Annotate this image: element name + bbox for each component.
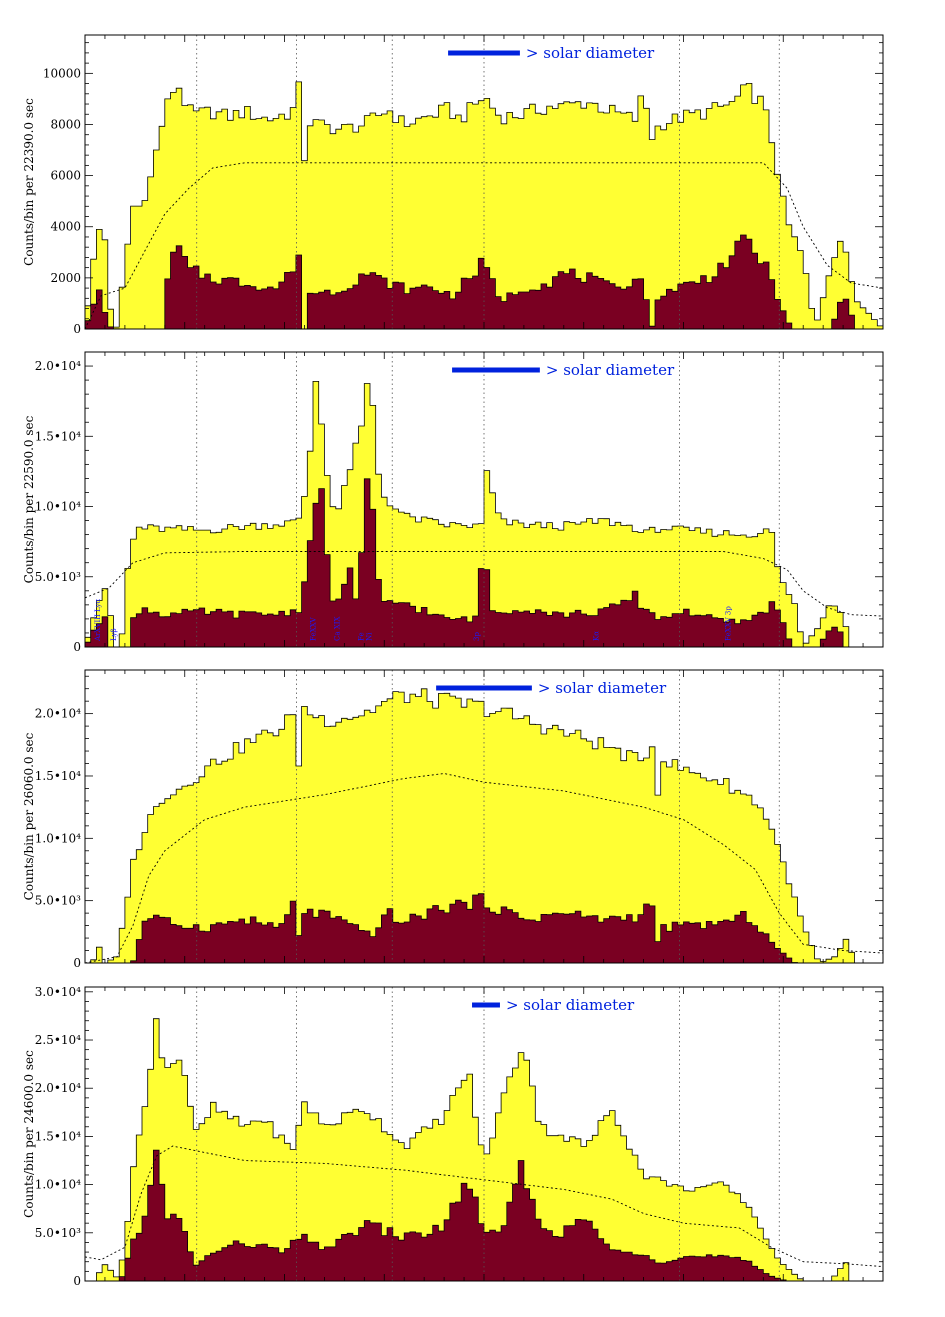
y-tick-label: 2000 (50, 271, 81, 285)
y-tick-label: 5.0•10³ (35, 570, 81, 584)
y-tick-label: 5.0•10³ (35, 1226, 81, 1240)
panel-4: 0 5.0•10³ 1.0•10⁴ 1.5•10⁴ 2.0•10⁴ 2.5•10⁴ 3.0•… (22, 985, 884, 1288)
plot-area (85, 670, 883, 963)
panel-3: 0 5.0•10³ 1.0•10⁴ 1.5•10⁴ 2.0•10⁴ Counts/bin … (22, 669, 884, 970)
solar-diameter-label: > solar diameter (546, 361, 675, 379)
line-label: Ni (365, 632, 373, 641)
y-tick-label: 1.0•10⁴ (35, 1178, 81, 1192)
y-tick-label: 5.0•10³ (35, 894, 81, 908)
y-axis-label: Counts/bin per 24600.0 sec (22, 1050, 36, 1218)
line-label: Lyβ (110, 628, 118, 641)
y-tick-label: 1.5•10⁴ (35, 769, 81, 783)
y-tick-label: 10000 (43, 66, 81, 80)
solar-diameter-label: > solar diameter (526, 44, 655, 62)
y-tick-label: 8000 (50, 117, 81, 131)
plot-area (85, 987, 883, 1281)
line-label: FeXXV (309, 616, 317, 641)
y-tick-label: 0 (73, 322, 81, 336)
model-curve (85, 1145, 883, 1267)
y-tick-label: 3.0•10⁴ (35, 985, 81, 999)
y-axis-label: Counts/bin per 26060.0 sec (22, 732, 36, 900)
series-filtered (85, 893, 883, 963)
y-tick-label: 1.0•10⁴ (35, 500, 81, 514)
y-tick-label: 0 (73, 1274, 81, 1288)
y-tick-label: 0 (73, 640, 81, 654)
y-tick-label: 2.0•10⁴ (35, 359, 81, 373)
line-label: Ca XIX (333, 616, 341, 641)
line-label: FeXXV 3p (724, 606, 732, 641)
plot-area (85, 352, 883, 647)
solar-diameter-label: > solar diameter (538, 679, 667, 697)
model-curve (85, 551, 883, 617)
y-tick-label: 2.0•10⁴ (35, 1081, 81, 1095)
line-label: Fe (357, 632, 365, 641)
y-tick-label: 1.0•10⁴ (35, 831, 81, 845)
y-tick-label: 0 (73, 956, 81, 970)
series-filtered (85, 234, 883, 329)
series-filtered (85, 1149, 883, 1281)
line-label: Kα (593, 631, 601, 641)
line-label: ArXVIII Lyα (94, 599, 102, 642)
model-curve (85, 773, 883, 963)
y-tick-label: 6000 (50, 169, 81, 183)
y-axis-label: Counts/bin per 22590.0 sec (22, 415, 36, 583)
plot-area (85, 35, 883, 329)
y-tick-label: 2.0•10⁴ (35, 707, 81, 721)
panel-2: 0 5.0•10³ 1.0•10⁴ 1.5•10⁴ 2.0•10⁴ Counts/bin … (22, 351, 884, 654)
y-tick-label: 4000 (50, 220, 81, 234)
line-label: 3p (473, 632, 481, 641)
series-total (85, 688, 883, 963)
y-tick-label: 1.5•10⁴ (35, 429, 81, 443)
y-axis-label: Counts/bin per 22390.0 sec (22, 98, 36, 266)
series-total (85, 81, 883, 329)
y-tick-label: 1.5•10⁴ (35, 1129, 81, 1143)
y-tick-label: 2.5•10⁴ (35, 1033, 81, 1047)
panel-1: 0 2000 4000 6000 8000 10000 Counts/bin per 223… (22, 34, 884, 336)
solar-diameter-label: > solar diameter (506, 996, 635, 1014)
